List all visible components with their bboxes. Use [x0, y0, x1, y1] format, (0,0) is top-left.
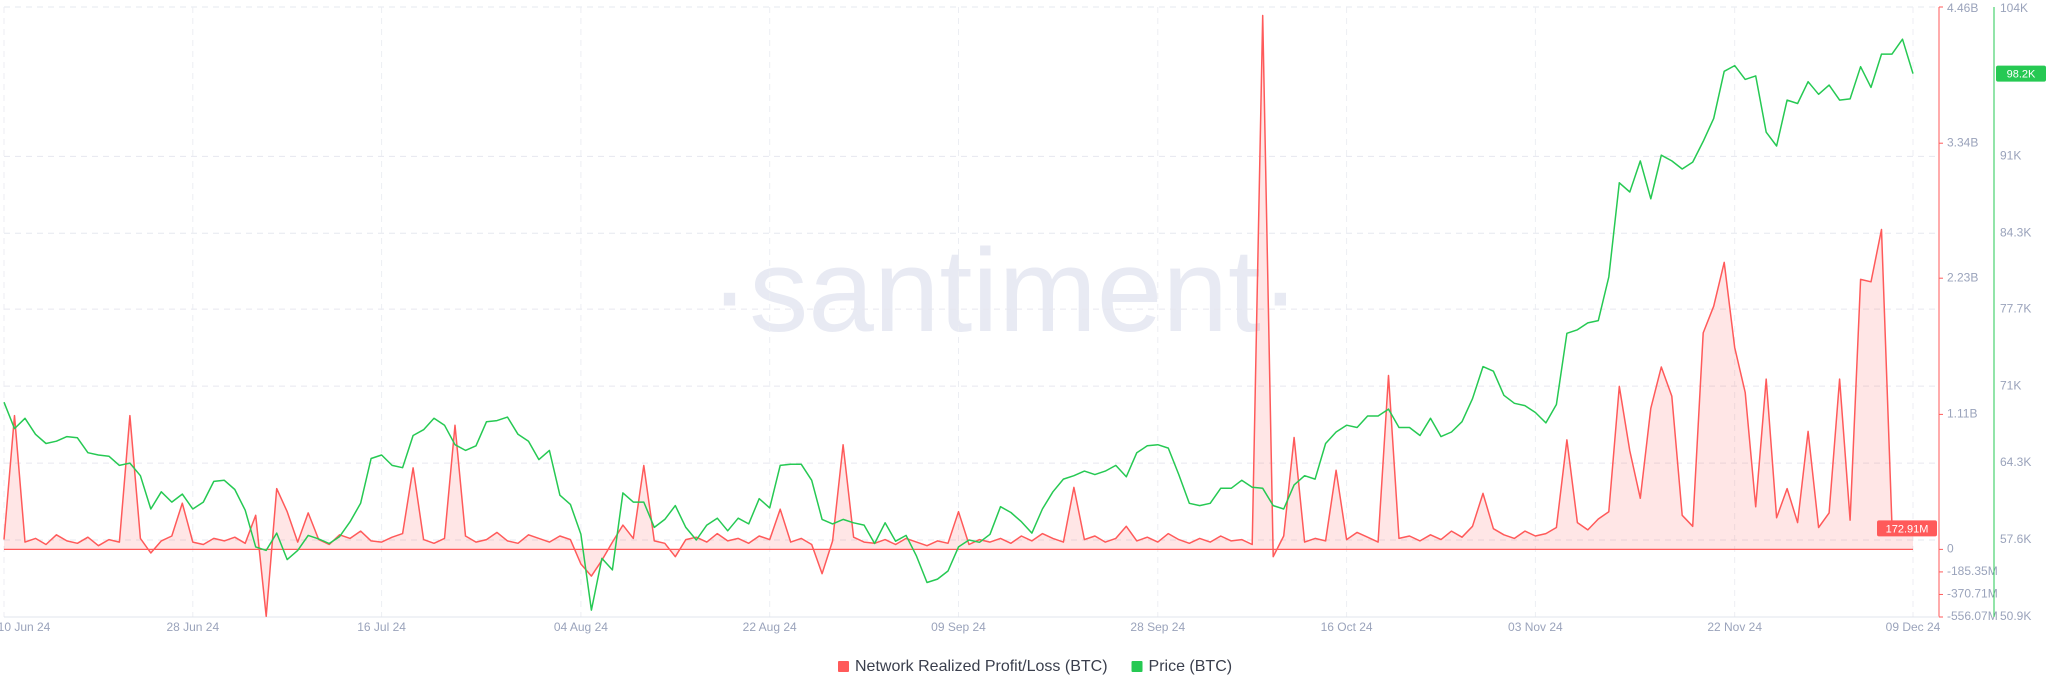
x-tick-label: 09 Dec 24	[1886, 620, 1941, 634]
y2-tick-label: 57.6K	[2000, 532, 2031, 546]
legend-label: Price (BTC)	[1149, 658, 1233, 675]
y2-tick-label: 50.9K	[2000, 609, 2031, 623]
y-tick-label: -370.71M	[1947, 587, 1998, 601]
y-tick-label: 1.11B	[1947, 407, 1977, 421]
last-value-label: 172.91M	[1886, 523, 1929, 535]
last-value-badge	[1996, 65, 2046, 82]
x-tick-label: 22 Nov 24	[1707, 620, 1762, 634]
x-tick-label: 04 Aug 24	[554, 620, 608, 634]
x-tick-label: 03 Nov 24	[1508, 620, 1563, 634]
y2-tick-label: 77.7K	[2000, 301, 2031, 315]
series-line	[3, 38, 1914, 611]
y2-tick-label: 84.3K	[2000, 225, 2031, 239]
y-tick-label: 2.23B	[1947, 270, 1978, 284]
last-value-label: 98.2K	[2007, 69, 2036, 81]
x-tick-label: 28 Sep 24	[1130, 620, 1185, 634]
legend-label: Network Realized Profit/Loss (BTC)	[855, 658, 1108, 675]
x-tick-label: 10 Jun 24	[0, 620, 51, 634]
y-tick-label: -185.35M	[1947, 564, 1998, 578]
x-tick-label: 16 Oct 24	[1321, 620, 1373, 634]
y2-tick-label: 91K	[2000, 149, 2021, 163]
watermark: ·santiment·	[710, 225, 1300, 357]
y-tick-label: 4.46B	[1947, 1, 1978, 15]
y2-tick-label: 104K	[2000, 1, 2028, 15]
x-tick-label: 16 Jul 24	[357, 620, 406, 634]
y2-tick-label: 64.3K	[2000, 455, 2031, 469]
x-tick-label: 28 Jun 24	[166, 620, 219, 634]
x-tick-label: 09 Sep 24	[931, 620, 986, 634]
legend-swatch	[1131, 661, 1143, 672]
x-tick-label: 22 Aug 24	[743, 620, 797, 634]
last-value-badge	[1877, 520, 1937, 537]
y2-tick-label: 71K	[2000, 378, 2021, 392]
legend-swatch	[838, 661, 849, 672]
y-tick-label: 0	[1947, 542, 1954, 556]
y-tick-label: -556.07M	[1947, 609, 1998, 623]
y-tick-label: 3.34B	[1947, 135, 1978, 149]
